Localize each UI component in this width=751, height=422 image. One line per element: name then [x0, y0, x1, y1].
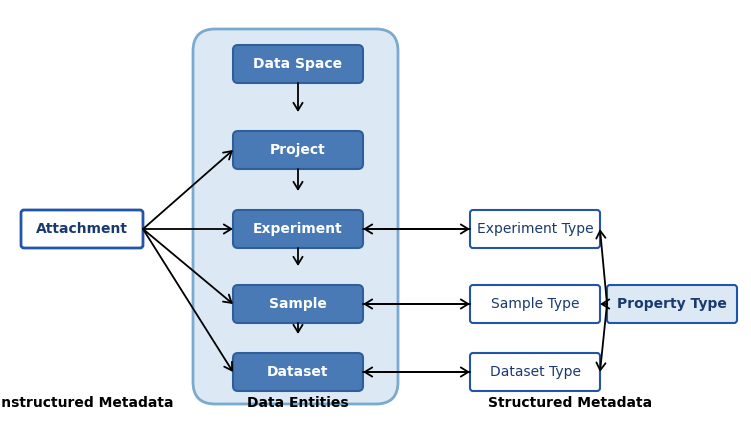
Text: Experiment Type: Experiment Type [477, 222, 593, 236]
Text: Project: Project [270, 143, 326, 157]
FancyBboxPatch shape [607, 285, 737, 323]
Text: Dataset: Dataset [267, 365, 329, 379]
FancyBboxPatch shape [233, 353, 363, 391]
Text: Data Entities: Data Entities [247, 396, 348, 410]
Text: Structured Metadata: Structured Metadata [488, 396, 652, 410]
FancyBboxPatch shape [233, 210, 363, 248]
Text: Property Type: Property Type [617, 297, 727, 311]
FancyBboxPatch shape [470, 353, 600, 391]
FancyBboxPatch shape [193, 29, 398, 404]
FancyBboxPatch shape [233, 45, 363, 83]
Text: Dataset Type: Dataset Type [490, 365, 581, 379]
FancyBboxPatch shape [470, 210, 600, 248]
Text: Unstructured Metadata: Unstructured Metadata [0, 396, 173, 410]
Text: Experiment: Experiment [253, 222, 343, 236]
Text: Sample: Sample [269, 297, 327, 311]
FancyBboxPatch shape [233, 285, 363, 323]
Text: Sample Type: Sample Type [490, 297, 579, 311]
FancyBboxPatch shape [470, 285, 600, 323]
Text: Attachment: Attachment [36, 222, 128, 236]
Text: Data Space: Data Space [253, 57, 342, 71]
FancyBboxPatch shape [21, 210, 143, 248]
FancyBboxPatch shape [233, 131, 363, 169]
